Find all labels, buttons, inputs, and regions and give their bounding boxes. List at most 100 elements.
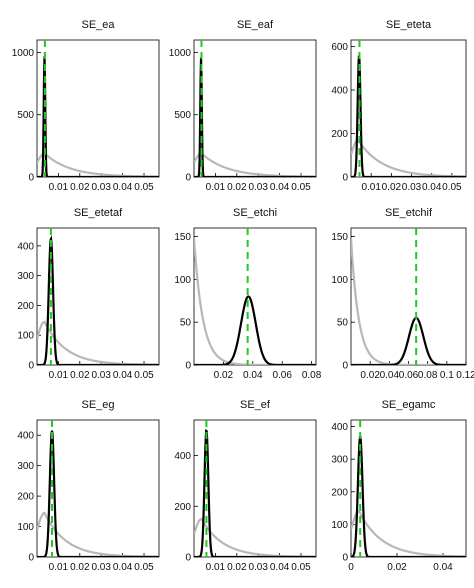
panel-SE_egamc: SE_egamc 0 100 200 300 400 0 0.02 0.04 bbox=[331, 399, 467, 573]
prior-density-line bbox=[194, 238, 316, 365]
prior-density-line bbox=[351, 510, 466, 557]
x-tick-label: 0.02 bbox=[382, 182, 402, 193]
x-tick-label: 0.05 bbox=[134, 182, 154, 193]
y-tick-label: 0 bbox=[28, 173, 34, 184]
x-tick-label: 0.01 bbox=[206, 182, 226, 193]
y-tick-label: 400 bbox=[331, 422, 348, 433]
chart-title: SE_ef bbox=[240, 399, 271, 411]
y-tick-label: 500 bbox=[17, 110, 34, 121]
axes-frame bbox=[350, 419, 467, 558]
x-tick-label: 0.02 bbox=[70, 370, 90, 381]
y-tick-label: 300 bbox=[331, 455, 348, 466]
x-tick-label: 0.05 bbox=[134, 562, 154, 573]
posterior-density-line bbox=[351, 316, 466, 365]
x-tick-label: 0.06 bbox=[272, 370, 292, 381]
x-tick-label: 0.01 bbox=[49, 182, 69, 193]
y-tick-label: 100 bbox=[17, 331, 34, 342]
panel-SE_ef: SE_ef 0 200 400 0.01 0.02 0.03 0.04 0.05 bbox=[174, 399, 317, 573]
y-tick-label: 100 bbox=[17, 522, 34, 533]
x-tick-label: 0.04 bbox=[270, 562, 290, 573]
y-tick-label: 1000 bbox=[169, 48, 192, 59]
x-tick-label: 0.04 bbox=[422, 182, 442, 193]
panel-SE_eaf: SE_eaf 0 500 1000 0.01 0.02 0.03 0.04 0.05 bbox=[169, 19, 317, 193]
x-tick-label: 0.05 bbox=[134, 370, 154, 381]
posterior-density-line bbox=[37, 56, 159, 177]
y-tick-label: 200 bbox=[331, 487, 348, 498]
y-tick-label: 300 bbox=[17, 271, 34, 282]
y-tick-label: 1000 bbox=[12, 48, 35, 59]
chart-title: SE_eaf bbox=[237, 19, 274, 31]
y-tick-label: 0 bbox=[342, 361, 348, 372]
x-tick-label: 0.02 bbox=[227, 182, 247, 193]
axes-frame bbox=[350, 227, 467, 366]
x-tick-label: 0.04 bbox=[113, 562, 133, 573]
x-tick-label: 0.12 bbox=[456, 370, 474, 381]
y-tick-label: 600 bbox=[331, 42, 348, 53]
x-tick-label: 0.04 bbox=[113, 182, 133, 193]
posterior-density-line bbox=[194, 295, 316, 365]
y-tick-label: 150 bbox=[174, 232, 191, 243]
x-tick-label: 0.03 bbox=[91, 562, 111, 573]
y-tick-label: 400 bbox=[174, 451, 191, 462]
y-tick-label: 200 bbox=[17, 492, 34, 503]
axes-frame bbox=[193, 39, 317, 178]
y-tick-label: 0 bbox=[185, 553, 191, 564]
y-tick-label: 100 bbox=[174, 275, 191, 286]
x-tick-label: 0.04 bbox=[113, 370, 133, 381]
x-tick-label: 0.05 bbox=[442, 182, 462, 193]
x-tick-label: 0.04 bbox=[433, 562, 453, 573]
y-tick-label: 150 bbox=[331, 232, 348, 243]
x-tick-label: 0.1 bbox=[440, 370, 454, 381]
prior-density-line bbox=[351, 238, 466, 365]
panel-SE_eteta: SE_eteta 0 200 400 600 0.01 0.02 0.03 0.04 0.05 bbox=[331, 19, 467, 193]
y-tick-label: 300 bbox=[17, 461, 34, 472]
panel-SE_etchif: SE_etchif 0 50 100 150 0.02 0.04 0.06 0.08 0.1 0.1… bbox=[331, 207, 474, 381]
x-tick-label: 0 bbox=[348, 562, 354, 573]
y-tick-label: 500 bbox=[174, 110, 191, 121]
x-tick-label: 0.08 bbox=[418, 370, 438, 381]
panel-SE_eg: SE_eg 0 100 200 300 400 0.01 0.02 0.03 0.04 0.05 bbox=[17, 399, 160, 573]
x-tick-label: 0.01 bbox=[49, 370, 69, 381]
chart-title: SE_etchif bbox=[385, 207, 433, 219]
x-tick-label: 0.02 bbox=[387, 562, 407, 573]
x-tick-label: 0.02 bbox=[227, 562, 247, 573]
prior-density-line bbox=[37, 152, 159, 177]
axes-frame bbox=[350, 39, 467, 178]
y-tick-label: 200 bbox=[331, 129, 348, 140]
x-tick-label: 0.02 bbox=[214, 370, 234, 381]
posterior-density-line bbox=[351, 436, 466, 557]
y-tick-label: 0 bbox=[342, 173, 348, 184]
chart-title: SE_egamc bbox=[382, 399, 436, 411]
y-tick-label: 100 bbox=[331, 520, 348, 531]
chart-title: SE_etetaf bbox=[74, 207, 123, 219]
x-tick-label: 0.03 bbox=[91, 370, 111, 381]
posterior-density-line bbox=[351, 55, 466, 177]
y-tick-label: 0 bbox=[185, 361, 191, 372]
y-tick-label: 100 bbox=[331, 275, 348, 286]
y-tick-label: 0 bbox=[342, 553, 348, 564]
x-tick-label: 0.04 bbox=[243, 370, 263, 381]
posterior-density-line bbox=[194, 428, 316, 557]
y-tick-label: 0 bbox=[28, 553, 34, 564]
x-tick-label: 0.02 bbox=[70, 182, 90, 193]
chart-title: SE_etchi bbox=[233, 207, 277, 219]
x-tick-label: 0.03 bbox=[91, 182, 111, 193]
posterior-density-line bbox=[37, 430, 159, 557]
axes-frame bbox=[193, 419, 317, 558]
y-tick-label: 400 bbox=[17, 241, 34, 252]
x-tick-label: 0.03 bbox=[248, 562, 268, 573]
chart-title: SE_eg bbox=[81, 399, 114, 411]
y-tick-label: 400 bbox=[17, 431, 34, 442]
prior-density-line bbox=[351, 138, 466, 177]
panel-SE_ea: SE_ea 0 500 1000 0.01 0.02 0.03 0.04 0.05 bbox=[12, 19, 160, 193]
y-tick-label: 200 bbox=[174, 502, 191, 513]
x-tick-label: 0.05 bbox=[291, 562, 311, 573]
panel-SE_etchi: SE_etchi 0 50 100 150 0.02 0.04 0.06 0.08 bbox=[174, 207, 321, 381]
y-tick-label: 400 bbox=[331, 86, 348, 97]
x-tick-label: 0.03 bbox=[248, 182, 268, 193]
x-tick-label: 0.04 bbox=[380, 370, 400, 381]
chart-title: SE_eteta bbox=[386, 19, 432, 31]
x-tick-label: 0.01 bbox=[361, 182, 381, 193]
panel-SE_etetaf: SE_etetaf 0 100 200 300 400 0.01 0.02 0.03 0.04 0.… bbox=[17, 207, 160, 381]
